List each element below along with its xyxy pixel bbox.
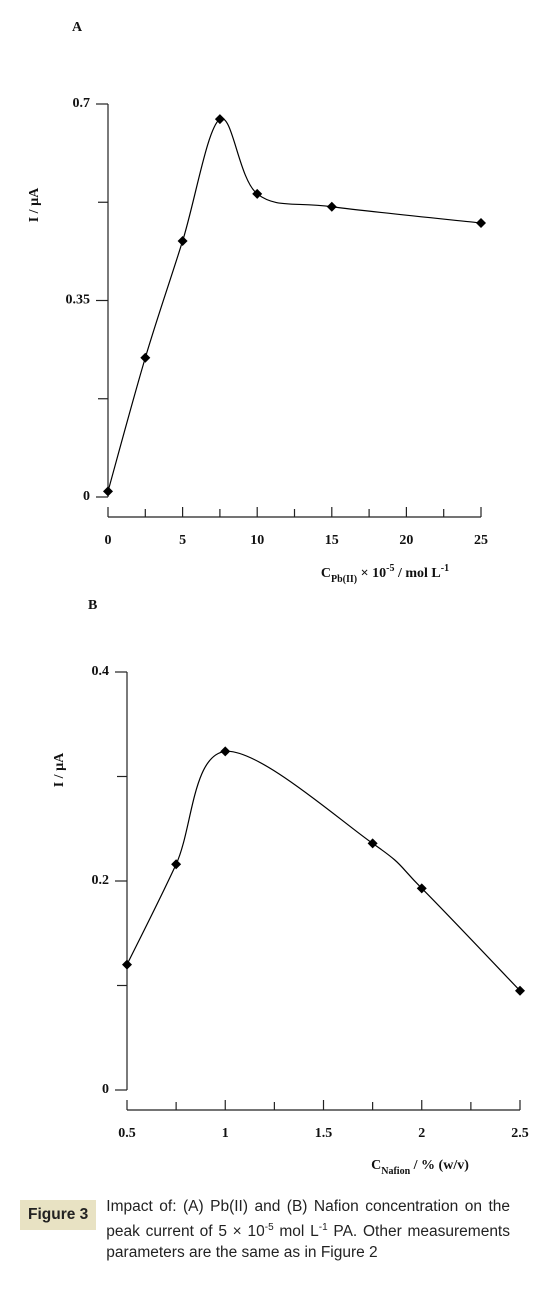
data-point xyxy=(326,201,337,212)
x-tick-label: 2 xyxy=(418,1126,425,1141)
data-line xyxy=(126,750,521,992)
data-point xyxy=(103,486,113,497)
caption-part: Impact of: (A) Pb(II) and (B) Nafion con… xyxy=(106,1198,510,1241)
y-axis-label: I / µA xyxy=(27,187,42,222)
data-point xyxy=(214,114,225,125)
x-tick-label: 1.5 xyxy=(315,1126,333,1141)
data-point xyxy=(140,352,151,363)
x-label-part: / % (w/v) xyxy=(410,1158,469,1173)
y-tick-label: 0.2 xyxy=(92,873,110,888)
x-tick-label: 25 xyxy=(474,533,488,548)
data-point xyxy=(252,188,263,199)
figure-caption: Figure 3 Impact of: (A) Pb(II) and (B) N… xyxy=(20,1196,510,1263)
x-axis-label: CNafion / % (w/v) xyxy=(371,1158,469,1177)
x-tick-label: 0.5 xyxy=(118,1126,136,1141)
y-tick-label: 0.7 xyxy=(73,96,91,111)
x-tick-label: 15 xyxy=(325,533,339,548)
panel-label: A xyxy=(72,20,83,35)
data-line xyxy=(107,118,482,492)
data-point xyxy=(177,235,188,246)
data-point xyxy=(171,859,182,870)
x-label-part: C xyxy=(321,566,331,581)
data-point xyxy=(122,959,132,970)
x-tick-label: 0 xyxy=(105,533,112,548)
y-tick-label: 0.35 xyxy=(66,293,91,308)
caption-part: mol L xyxy=(273,1223,319,1241)
caption-part: -1 xyxy=(318,1222,328,1233)
x-label-part: Nafion xyxy=(381,1166,410,1177)
x-tick-label: 2.5 xyxy=(511,1126,529,1141)
data-point xyxy=(416,883,427,894)
data-point xyxy=(220,746,231,757)
x-label-part: -1 xyxy=(441,563,449,574)
x-label-part: Pb(II) xyxy=(331,574,357,585)
y-tick-label: 0 xyxy=(102,1082,109,1097)
x-label-part: × 10 xyxy=(357,566,386,581)
x-tick-label: 5 xyxy=(179,533,186,548)
data-point xyxy=(515,985,525,996)
y-tick-label: 0 xyxy=(83,489,90,504)
figure-label: Figure 3 xyxy=(20,1200,97,1230)
y-axis-label: I / µA xyxy=(52,752,67,787)
x-label-part: -5 xyxy=(386,563,394,574)
x-tick-label: 10 xyxy=(250,533,264,548)
x-axis-label: CPb(II) × 10-5 / mol L-1 xyxy=(321,563,449,585)
caption-part: PA. Other measurements parameters are th… xyxy=(106,1223,510,1262)
data-point xyxy=(476,218,486,229)
x-tick-label: 20 xyxy=(399,533,413,548)
panel-label: B xyxy=(88,598,97,613)
data-point xyxy=(367,838,378,849)
caption-text: Impact of: (A) Pb(II) and (B) Nafion con… xyxy=(106,1196,510,1263)
y-tick-label: 0.4 xyxy=(92,664,110,679)
x-tick-label: 1 xyxy=(222,1126,229,1141)
caption-part: -5 xyxy=(264,1222,274,1233)
x-label-part: / mol L xyxy=(394,566,440,581)
x-label-part: C xyxy=(371,1158,381,1173)
